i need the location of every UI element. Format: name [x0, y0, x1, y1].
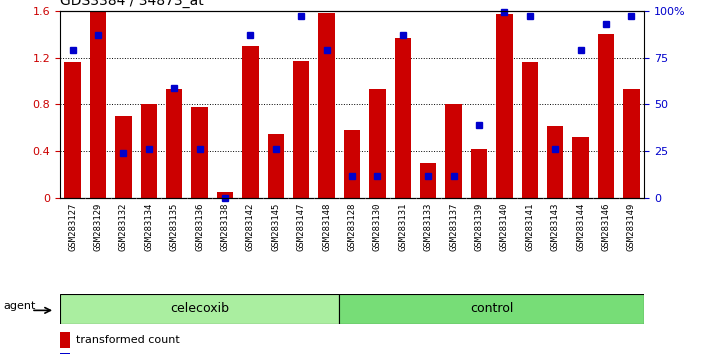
Text: GSM283147: GSM283147	[296, 203, 306, 251]
Bar	[572, 137, 589, 198]
Bar	[344, 130, 360, 198]
Text: agent: agent	[3, 301, 35, 311]
Text: GSM283129: GSM283129	[94, 203, 103, 251]
Bar	[547, 126, 563, 198]
Bar	[60, 353, 70, 354]
Bar	[446, 104, 462, 198]
Text: GSM283137: GSM283137	[449, 203, 458, 251]
Text: GSM283127: GSM283127	[68, 203, 77, 251]
Text: GSM283132: GSM283132	[119, 203, 128, 251]
Bar	[339, 294, 644, 324]
Bar	[115, 116, 132, 198]
Text: control: control	[470, 302, 513, 315]
Text: GSM283139: GSM283139	[474, 203, 484, 251]
Text: GSM283141: GSM283141	[525, 203, 534, 251]
Text: GSM283145: GSM283145	[271, 203, 280, 251]
Text: celecoxib: celecoxib	[170, 302, 229, 315]
Bar	[268, 134, 284, 198]
Bar	[496, 14, 513, 198]
Text: GSM283146: GSM283146	[601, 203, 610, 251]
Text: GSM283128: GSM283128	[348, 203, 356, 251]
Bar	[623, 89, 640, 198]
Bar	[60, 294, 339, 324]
Bar	[598, 34, 615, 198]
Text: GSM283148: GSM283148	[322, 203, 331, 251]
Bar	[191, 107, 208, 198]
Text: GSM283142: GSM283142	[246, 203, 255, 251]
Bar	[471, 149, 487, 198]
Bar	[522, 62, 538, 198]
Bar	[217, 192, 233, 198]
Text: GSM283149: GSM283149	[627, 203, 636, 251]
Bar	[64, 62, 81, 198]
Text: GDS3384 / 34873_at: GDS3384 / 34873_at	[60, 0, 203, 8]
Text: GSM283144: GSM283144	[576, 203, 585, 251]
Bar	[318, 13, 335, 198]
Text: GSM283134: GSM283134	[144, 203, 153, 251]
Text: transformed count: transformed count	[76, 335, 180, 346]
Text: GSM283136: GSM283136	[195, 203, 204, 251]
Text: GSM283130: GSM283130	[373, 203, 382, 251]
Bar	[394, 38, 411, 198]
Bar	[166, 89, 182, 198]
Bar	[141, 104, 157, 198]
Bar	[242, 46, 258, 198]
Text: GSM283135: GSM283135	[170, 203, 179, 251]
Bar	[420, 163, 436, 198]
Text: GSM283131: GSM283131	[398, 203, 408, 251]
Text: GSM283133: GSM283133	[424, 203, 433, 251]
Text: GSM283143: GSM283143	[551, 203, 560, 251]
Bar	[89, 11, 106, 198]
Bar	[369, 89, 386, 198]
Text: GSM283138: GSM283138	[220, 203, 230, 251]
Text: GSM283140: GSM283140	[500, 203, 509, 251]
Bar	[60, 332, 70, 348]
Bar	[293, 61, 310, 198]
